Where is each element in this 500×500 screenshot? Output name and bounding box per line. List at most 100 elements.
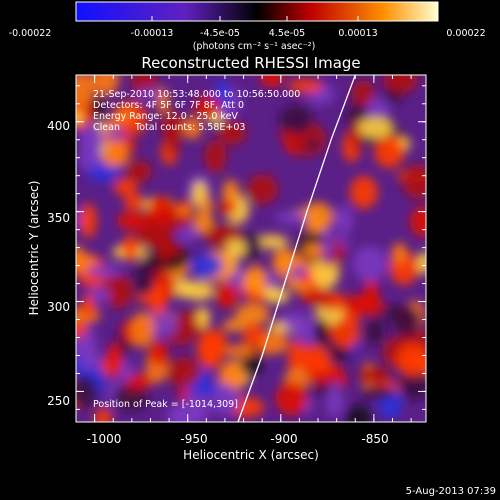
- heatmap-blob: [79, 349, 102, 371]
- chart-title: Reconstructed RHESSI Image: [141, 54, 360, 72]
- annotation-energy: Energy Range: 12.0 - 25.0 keV: [93, 111, 238, 122]
- heatmap-blob: [76, 244, 83, 268]
- heatmap-blob: [149, 340, 168, 367]
- heatmap-blob: [211, 384, 239, 416]
- axis-ticks: [75, 75, 426, 422]
- colorbar-unit-label: (photons cm⁻² s⁻¹ asec⁻²): [193, 41, 316, 52]
- annotation-time-range: 21-Sep-2010 10:53:48.000 to 10:56:50.000: [93, 89, 300, 100]
- heatmap-blob: [395, 343, 426, 377]
- heatmap-blob: [167, 406, 184, 422]
- heatmap-blob: [92, 75, 119, 96]
- y-axis-label: Heliocentric Y (arcsec): [27, 181, 41, 316]
- heatmap-blob: [351, 80, 375, 106]
- heatmap-blob: [259, 75, 285, 88]
- heatmap-blob: [137, 87, 159, 101]
- heatmap-blob: [182, 116, 202, 140]
- heatmap-blob: [175, 204, 193, 217]
- colorbar-tick-label: 0.00022: [446, 28, 485, 39]
- heatmap-blob: [243, 265, 268, 295]
- heatmap-blob: [314, 318, 329, 347]
- heatmap-blob: [133, 261, 155, 296]
- heatmap-blob: [417, 251, 426, 275]
- x-axis-label: Heliocentric X (arcsec): [183, 448, 319, 462]
- heatmap-blob: [360, 385, 395, 400]
- heatmap-blob: [81, 294, 95, 318]
- heatmap-blob: [193, 95, 222, 118]
- heatmap-blob: [76, 375, 98, 409]
- heatmap-blob: [222, 179, 240, 207]
- heatmap-blob: [156, 232, 174, 263]
- heatmap-blob: [383, 75, 419, 93]
- heatmap-blob: [123, 193, 144, 211]
- colorbar-ticks: [151, 16, 359, 21]
- heatmap-blob: [222, 318, 247, 332]
- heatmap-blob: [366, 98, 391, 120]
- heatmap-blob: [325, 382, 344, 418]
- heatmap-blob: [200, 197, 214, 212]
- heatmap-blob: [282, 311, 311, 332]
- heatmap-blob: [87, 264, 122, 278]
- heatmap-blob: [156, 87, 169, 115]
- solar-limb-curve: [237, 75, 356, 422]
- heatmap-blob: [288, 78, 323, 93]
- heatmap-blob: [177, 225, 197, 244]
- heatmap-blob: [191, 253, 223, 278]
- heatmap-blob: [302, 202, 334, 231]
- colorbar-tick-label: -4.5e-05: [200, 28, 240, 39]
- heatmap-blob: [112, 384, 149, 412]
- colorbar: [75, 1, 439, 22]
- annotation-detectors: Detectors: 4F 5F 6F 7F 8F, Att 0: [93, 100, 244, 111]
- colorbar-tick-label: 4.5e-05: [269, 28, 305, 39]
- heatmap-blob: [374, 136, 405, 169]
- heatmap-blob: [193, 209, 214, 235]
- heatmap-blob: [130, 312, 155, 348]
- colorbar-tick-label: -0.00013: [131, 28, 174, 39]
- heatmap-blob: [334, 205, 353, 236]
- heatmap-blob: [357, 116, 394, 139]
- x-tick-label: -850: [361, 432, 388, 446]
- heatmap-blob: [113, 178, 138, 196]
- heatmap-blob: [196, 306, 211, 329]
- footer-date: 5-Aug-2013 07:39: [406, 486, 496, 497]
- heatmap-blob: [126, 160, 152, 183]
- heatmap-blob: [306, 360, 335, 373]
- x-tick-label: -1000: [87, 432, 122, 446]
- colorbar-tick-label: 0.00013: [338, 28, 377, 39]
- heatmap-blob: [345, 404, 373, 422]
- svg-text:-0.00022: -0.00022: [9, 28, 52, 39]
- heatmap-blob: [247, 174, 278, 205]
- heatmap-blob: [279, 105, 314, 134]
- heatmap-blob: [331, 321, 360, 348]
- heatmap-blob: [94, 407, 112, 422]
- heatmap-blob: [106, 342, 123, 377]
- heatmap-blob: [88, 287, 111, 304]
- heatmap-blob: [76, 110, 84, 125]
- heatmap-blob: [147, 195, 174, 229]
- heatmap-blob: [235, 303, 271, 325]
- colorbar-tick-label: -0.00022: [9, 28, 52, 39]
- y-tick-label: 350: [47, 211, 70, 225]
- heatmap-blob: [122, 235, 139, 261]
- heatmap-blob: [197, 330, 223, 367]
- y-tick-label: 400: [47, 119, 70, 133]
- heatmap-blob: [265, 273, 278, 289]
- heatmap-blob: [352, 246, 388, 282]
- heatmap-blob: [172, 278, 195, 299]
- heatmap-blob: [167, 332, 193, 346]
- heatmap-blob: [306, 138, 319, 152]
- heatmap-blob: [103, 274, 134, 309]
- heatmap-blob: [76, 75, 96, 107]
- heatmap-blob: [107, 138, 129, 166]
- heatmap-blob: [116, 211, 146, 231]
- heatmap-blob: [402, 164, 426, 200]
- heatmap-blob: [391, 242, 408, 265]
- heatmap-blob: [275, 211, 308, 225]
- heatmap-blob: [77, 140, 102, 171]
- heatmap-blob: [321, 227, 335, 263]
- heatmap-blob: [327, 293, 346, 308]
- x-tick-label: -900: [270, 432, 297, 446]
- heatmap-blob: [225, 238, 247, 259]
- heatmap-blob: [76, 320, 87, 338]
- heatmap-blob: [358, 366, 391, 384]
